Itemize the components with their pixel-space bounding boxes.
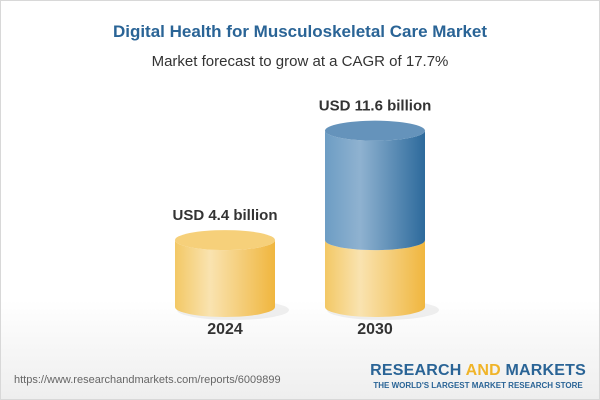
research-and-markets-logo: RESEARCH AND MARKETS THE WORLD'S LARGEST… — [370, 362, 586, 390]
cylinder-top — [175, 230, 275, 251]
data-label: USD 4.4 billion — [172, 207, 277, 224]
cylinder-growth-segment — [325, 130, 425, 251]
cylinder-top — [325, 120, 425, 141]
cylinder-base-segment — [325, 240, 425, 317]
category-label: 2030 — [357, 321, 393, 338]
source-url[interactable]: https://www.researchandmarkets.com/repor… — [14, 374, 281, 386]
chart-title: Digital Health for Musculoskeletal Care … — [112, 22, 488, 41]
cylinder-base-segment — [175, 240, 275, 317]
data-label: USD 11.6 billion — [319, 98, 432, 115]
chart-subtitle: Market forecast to grow at a CAGR of 17.… — [151, 53, 449, 70]
category-label: 2024 — [207, 321, 243, 338]
